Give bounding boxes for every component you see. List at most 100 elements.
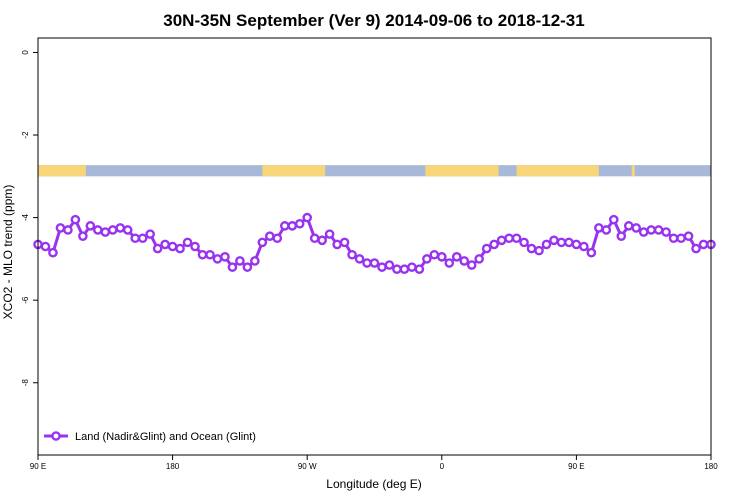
data-point bbox=[339, 237, 350, 248]
data-point bbox=[115, 223, 126, 233]
land-band-2 bbox=[262, 165, 326, 177]
data-point bbox=[324, 229, 335, 239]
data-point bbox=[332, 239, 342, 250]
data-point bbox=[698, 239, 709, 250]
data-point bbox=[519, 237, 529, 248]
data-point bbox=[549, 235, 559, 246]
data-point bbox=[212, 254, 223, 264]
plot-frame bbox=[37, 37, 712, 456]
data-point bbox=[100, 227, 111, 237]
land-band-1 bbox=[38, 165, 86, 177]
data-point bbox=[646, 225, 656, 235]
data-point bbox=[220, 252, 230, 262]
data-point bbox=[579, 241, 589, 252]
data-point bbox=[257, 237, 268, 248]
data-point bbox=[190, 241, 200, 252]
data-point bbox=[534, 245, 544, 256]
data-point bbox=[489, 239, 499, 250]
data-point bbox=[242, 262, 253, 272]
data-point bbox=[601, 225, 612, 235]
x-axis-label: Longitude (deg E) bbox=[326, 477, 421, 491]
data-point bbox=[556, 237, 567, 248]
land-band-5 bbox=[631, 165, 635, 177]
y-tick-label: -2 bbox=[21, 131, 30, 139]
data-point bbox=[294, 218, 305, 229]
legend-label: Land (Nadir&Glint) and Ocean (Glint) bbox=[75, 431, 256, 443]
data-point bbox=[85, 221, 96, 231]
x-tick-label: 180 bbox=[704, 462, 718, 471]
data-point bbox=[638, 227, 649, 237]
data-point bbox=[182, 237, 193, 248]
data-point bbox=[167, 241, 178, 252]
data-point bbox=[444, 258, 455, 268]
data-point bbox=[594, 223, 604, 233]
data-point bbox=[317, 235, 327, 246]
data-point bbox=[347, 249, 357, 260]
land-ocean-bar bbox=[38, 165, 711, 177]
y-tick-label: -8 bbox=[21, 379, 30, 387]
data-point bbox=[407, 262, 417, 272]
data-point bbox=[668, 233, 679, 244]
x-tick-label: 180 bbox=[166, 462, 180, 471]
data-point bbox=[422, 254, 432, 264]
data-point bbox=[227, 262, 238, 272]
data-point bbox=[459, 256, 470, 266]
data-point bbox=[272, 233, 283, 244]
axes: 0 -2 -4 -6 -8 90 E 180 90 W 0 90 E 180 bbox=[21, 37, 718, 471]
data-point bbox=[526, 243, 537, 254]
data-point bbox=[362, 258, 372, 268]
data-point bbox=[392, 264, 402, 275]
data-point bbox=[122, 225, 133, 235]
data-point bbox=[130, 233, 141, 244]
x-tick-label: 0 bbox=[440, 462, 445, 471]
data-point bbox=[78, 231, 88, 241]
data-point bbox=[160, 239, 170, 250]
data-point bbox=[137, 233, 148, 244]
x-tick-label: 90 E bbox=[568, 462, 584, 471]
data-point bbox=[63, 225, 73, 235]
data-point bbox=[616, 231, 627, 241]
data-point bbox=[676, 233, 686, 244]
data-point bbox=[541, 239, 552, 250]
chart-title: 30N-35N September (Ver 9) 2014-09-06 to … bbox=[163, 11, 584, 30]
data-point bbox=[302, 212, 313, 223]
y-tick-label: -4 bbox=[21, 213, 30, 221]
data-point bbox=[504, 233, 514, 244]
data-point bbox=[55, 223, 66, 233]
data-point bbox=[70, 214, 81, 225]
land-band-3 bbox=[425, 165, 499, 177]
data-point bbox=[511, 233, 522, 244]
x-tick-label: 90 E bbox=[30, 462, 46, 471]
data-point bbox=[377, 262, 387, 272]
legend-marker bbox=[51, 431, 61, 441]
data-point bbox=[384, 260, 395, 270]
data-point bbox=[107, 225, 118, 235]
data-point bbox=[691, 243, 701, 254]
data-point bbox=[661, 227, 671, 237]
data-point bbox=[40, 241, 51, 252]
data-point bbox=[287, 221, 298, 231]
data-point bbox=[451, 252, 462, 262]
data-point bbox=[399, 264, 410, 275]
data-point bbox=[623, 221, 634, 231]
ocean-band bbox=[38, 165, 711, 177]
data-point bbox=[586, 247, 597, 258]
data-point bbox=[354, 254, 365, 264]
data-point bbox=[265, 231, 275, 241]
data-point bbox=[481, 243, 492, 254]
data-point bbox=[683, 231, 694, 241]
land-band-4 bbox=[516, 165, 599, 177]
series-layer bbox=[33, 212, 716, 275]
data-point bbox=[205, 249, 215, 260]
data-point bbox=[414, 264, 425, 275]
data-point bbox=[250, 256, 260, 266]
data-point bbox=[496, 235, 507, 246]
legend: Land (Nadir&Glint) and Ocean (Glint) bbox=[44, 431, 256, 443]
data-point bbox=[608, 214, 619, 225]
data-point bbox=[369, 258, 380, 268]
data-point bbox=[309, 233, 320, 244]
data-point bbox=[152, 243, 163, 254]
y-tick-label: -6 bbox=[21, 296, 30, 304]
data-point bbox=[145, 229, 155, 239]
